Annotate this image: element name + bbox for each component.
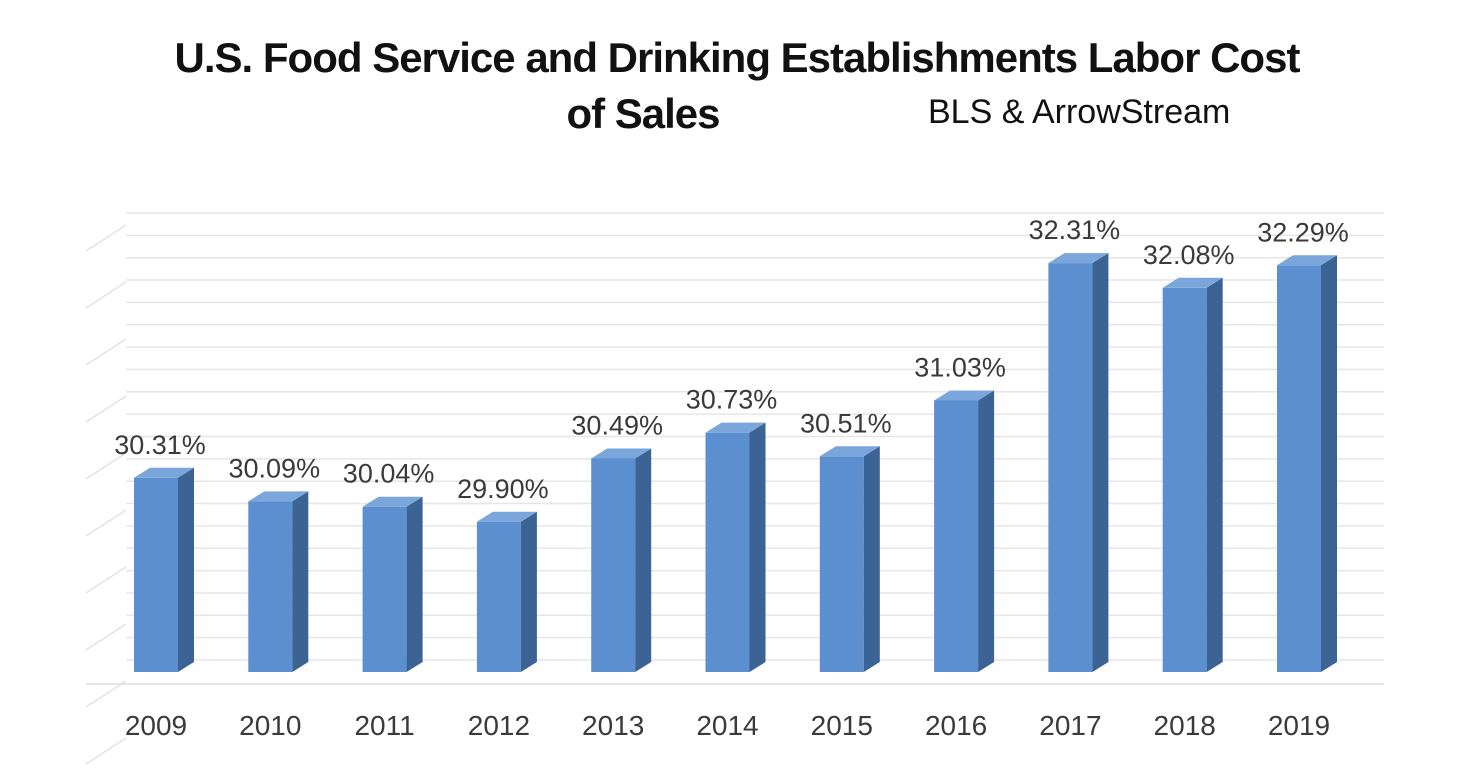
bar-side — [178, 467, 194, 672]
data-label-2012: 29.90% — [457, 474, 549, 504]
bar-top — [134, 467, 194, 478]
x-tick-label-2019: 2019 — [1268, 710, 1330, 741]
bar-side — [292, 491, 309, 672]
chart-title-line2: of Sales — [566, 90, 720, 137]
bar-front — [476, 521, 521, 672]
x-tick-label-2015: 2015 — [811, 710, 873, 741]
bar-front — [1162, 287, 1207, 672]
x-tick-label-2018: 2018 — [1154, 710, 1216, 741]
bar-2012 — [476, 511, 537, 672]
bar-front — [705, 432, 750, 672]
bar-2009 — [134, 467, 194, 672]
bar-side — [1321, 255, 1337, 672]
bar-front — [934, 400, 979, 672]
bar-top — [1162, 277, 1223, 288]
bar-2015 — [819, 446, 880, 672]
bar-front — [248, 501, 293, 672]
bar-side — [1206, 277, 1223, 672]
side-gridline — [85, 680, 127, 708]
x-tick-label-2012: 2012 — [468, 710, 530, 741]
bar-2016 — [934, 390, 995, 672]
side-gridline — [85, 737, 127, 765]
x-tick-label-2011: 2011 — [354, 710, 414, 741]
data-label-2018: 32.08% — [1143, 240, 1235, 270]
side-gridline — [85, 452, 127, 480]
side-gridline — [85, 224, 127, 252]
bar-front — [1277, 265, 1321, 672]
data-label-2014: 30.73% — [686, 385, 778, 415]
data-label-2019: 32.29% — [1257, 217, 1349, 247]
data-label-2010: 30.09% — [229, 453, 321, 483]
data-label-2016: 31.03% — [914, 352, 1006, 382]
data-label-2015: 30.51% — [800, 408, 892, 438]
side-gridline — [85, 338, 127, 366]
bar-front — [134, 477, 178, 672]
side-gridline — [85, 395, 127, 423]
bar-side — [406, 496, 423, 672]
x-tick-label-2014: 2014 — [696, 710, 758, 741]
bar-2018 — [1162, 277, 1223, 672]
bar-top — [705, 422, 766, 433]
bar-side — [978, 390, 995, 672]
bar-top — [476, 511, 537, 522]
side-wall — [85, 224, 127, 765]
bars — [134, 253, 1337, 672]
bar-top — [591, 448, 652, 459]
chart-subtitle: BLS & ArrowStream — [928, 93, 1231, 131]
bar-front — [1048, 263, 1093, 672]
bar-top — [934, 390, 995, 401]
side-gridline — [85, 281, 127, 309]
side-gridline — [85, 623, 127, 651]
chart-title: U.S. Food Service and Drinking Establish… — [0, 30, 1474, 142]
side-gridline — [85, 566, 127, 594]
bar-2014 — [705, 422, 766, 672]
data-label-2013: 30.49% — [571, 410, 663, 440]
bar-2010 — [248, 491, 309, 672]
x-tick-label-2016: 2016 — [925, 710, 987, 741]
bar-side — [635, 448, 652, 672]
side-gridline — [85, 509, 127, 537]
bar-2011 — [362, 496, 423, 672]
data-label-2017: 32.31% — [1029, 215, 1121, 245]
bar-front — [819, 456, 864, 672]
bar-side — [520, 511, 537, 672]
bar-front — [362, 506, 407, 672]
bar-top — [1048, 253, 1109, 264]
x-tick-label-2010: 2010 — [239, 710, 301, 741]
bar-2019 — [1277, 255, 1337, 672]
x-tick-label-2017: 2017 — [1039, 710, 1101, 741]
bar-top — [362, 496, 423, 507]
bar-top — [1277, 255, 1337, 266]
data-label-2011: 30.04% — [343, 459, 435, 489]
bar-2017 — [1048, 253, 1109, 672]
bar-2013 — [591, 448, 652, 672]
bar-top — [248, 491, 309, 502]
data-label-2009: 30.31% — [114, 430, 206, 460]
bar-side — [863, 446, 880, 672]
bar-front — [591, 458, 636, 672]
x-tick-label-2009: 2009 — [125, 710, 187, 741]
bar-top — [819, 446, 880, 457]
chart-title-line1: U.S. Food Service and Drinking Establish… — [174, 34, 1301, 81]
bar-side — [749, 422, 766, 672]
bar-side — [1092, 253, 1109, 672]
x-tick-label-2013: 2013 — [582, 710, 644, 741]
